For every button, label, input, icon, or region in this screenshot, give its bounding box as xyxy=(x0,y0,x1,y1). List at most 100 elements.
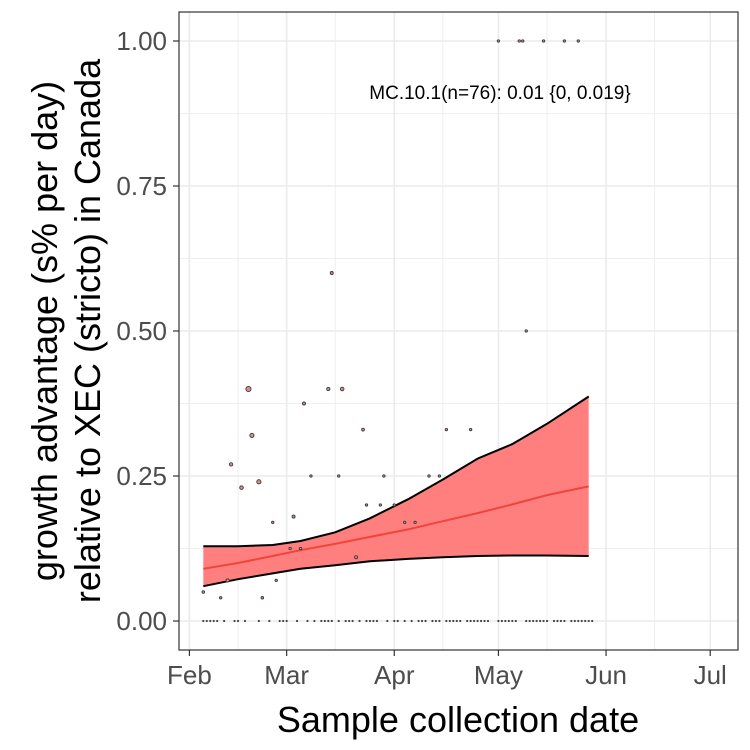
data-point xyxy=(249,432,255,438)
data-point xyxy=(201,590,206,594)
data-point xyxy=(326,386,331,392)
data-point-zero xyxy=(236,619,240,623)
data-point-zero xyxy=(532,619,535,623)
x-tick-label: Mar xyxy=(264,660,309,690)
data-point-zero xyxy=(348,619,351,623)
data-point-zero xyxy=(459,619,462,623)
data-point-zero xyxy=(483,619,486,623)
data-point-zero xyxy=(570,619,573,623)
data-point-zero xyxy=(542,619,545,623)
data-point xyxy=(354,555,359,560)
data-point xyxy=(444,427,448,432)
data-point xyxy=(339,386,345,392)
data-point xyxy=(469,427,473,432)
data-point xyxy=(521,39,525,43)
data-point xyxy=(256,479,262,485)
data-point-zero xyxy=(330,619,333,623)
data-point-zero xyxy=(417,619,420,623)
ribbon-lower-bound xyxy=(203,554,589,588)
data-point xyxy=(302,401,306,406)
data-point-zero xyxy=(556,619,559,623)
data-point-zero xyxy=(587,619,590,623)
data-point xyxy=(361,427,365,432)
data-point-zero xyxy=(365,619,368,623)
data-point xyxy=(239,485,244,490)
data-point-zero xyxy=(504,619,507,623)
data-point-zero xyxy=(511,619,514,623)
data-point xyxy=(413,520,417,525)
data-point-zero xyxy=(448,619,451,623)
data-point-zero xyxy=(580,619,583,623)
confidence-ribbon-layer xyxy=(203,395,590,588)
data-point xyxy=(562,39,567,43)
data-point-zero xyxy=(306,619,309,623)
x-axis-title: Sample collection date xyxy=(277,699,639,740)
data-point xyxy=(364,503,369,507)
data-point xyxy=(291,514,296,519)
data-point-zero xyxy=(295,619,299,623)
x-tick-label: Jul xyxy=(694,660,727,690)
data-point-zero xyxy=(486,619,490,623)
data-point-zero xyxy=(538,619,542,623)
data-point-zero xyxy=(500,619,504,623)
data-point-zero xyxy=(223,619,226,623)
data-point-zero xyxy=(372,619,375,623)
data-point-zero xyxy=(507,619,510,623)
fit-line xyxy=(203,485,589,570)
data-point xyxy=(541,39,546,43)
y-tick-label: 0.00 xyxy=(116,606,167,636)
data-point xyxy=(392,503,396,507)
data-point-zero xyxy=(525,619,528,623)
data-point-zero xyxy=(358,619,361,623)
data-point xyxy=(576,39,580,43)
data-point-zero xyxy=(313,619,316,623)
data-point-zero xyxy=(351,619,354,623)
data-point-zero xyxy=(396,619,399,623)
data-point xyxy=(329,271,334,275)
data-point-zero xyxy=(445,619,448,623)
data-point xyxy=(524,329,528,333)
data-point xyxy=(228,462,234,467)
data-point xyxy=(403,520,407,525)
data-point-zero xyxy=(212,619,215,623)
x-tick-label: Apr xyxy=(374,660,415,690)
data-point-zero xyxy=(455,619,458,623)
data-point xyxy=(378,503,383,507)
data-point-zero xyxy=(514,619,517,623)
data-point xyxy=(225,578,230,583)
data-point-zero xyxy=(452,619,455,623)
x-tick-label: Feb xyxy=(167,660,212,690)
y-tick-label: 0.25 xyxy=(116,461,167,491)
data-point-zero xyxy=(466,619,469,623)
data-point xyxy=(309,474,313,478)
data-point xyxy=(271,520,275,525)
data-point-zero xyxy=(591,619,594,623)
data-point-zero xyxy=(344,619,347,623)
data-point-zero xyxy=(469,619,472,623)
data-point-zero xyxy=(420,619,424,623)
data-point-zero xyxy=(473,619,476,623)
data-point-zero xyxy=(368,619,372,623)
y-axis-ticks: 0.00 0.25 0.50 0.75 1.00 xyxy=(116,26,179,636)
data-point-zero xyxy=(278,619,281,623)
data-point xyxy=(382,474,386,478)
y-tick-label: 1.00 xyxy=(116,26,167,56)
data-point-zero xyxy=(479,619,483,623)
data-point-zero xyxy=(528,619,531,623)
data-point-zero xyxy=(243,619,247,623)
data-point-zero xyxy=(535,619,538,623)
y-axis-title-line-2: relative to XEC (stricto) in Canada xyxy=(67,58,108,603)
data-point-zero xyxy=(584,619,587,623)
data-point-zero xyxy=(563,619,566,623)
data-point-zero xyxy=(375,619,379,623)
data-point-zero xyxy=(320,619,323,623)
x-tick-label: May xyxy=(474,660,523,690)
data-point-zero xyxy=(205,619,208,623)
data-point-zero xyxy=(552,619,556,623)
data-point-zero xyxy=(393,619,396,623)
y-tick-label: 0.75 xyxy=(116,171,167,201)
data-point-zero xyxy=(545,619,549,623)
data-point-zero xyxy=(497,619,500,623)
data-point-zero xyxy=(438,619,441,623)
